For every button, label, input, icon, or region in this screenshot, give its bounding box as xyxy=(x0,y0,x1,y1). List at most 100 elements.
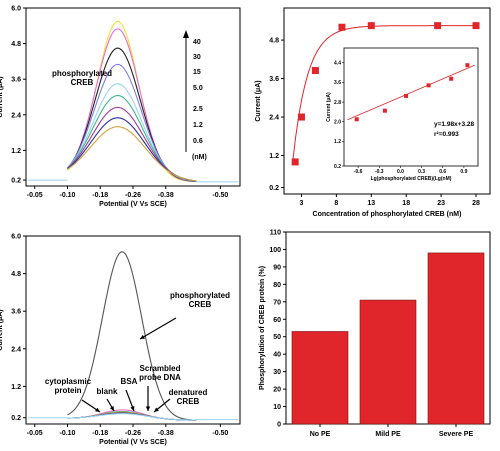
inset-x-tick-label-line: 0.0 xyxy=(397,169,404,175)
x-axis-tick-label: -0.10 xyxy=(60,430,76,437)
inset-x-tick-label-line: 0.6 xyxy=(439,169,446,175)
concentration-label: 30 xyxy=(193,54,201,61)
arrow-head-icon xyxy=(140,334,145,339)
y-axis-tick-label: 4.8 xyxy=(269,38,279,45)
y-axis-tick-label: 2.4 xyxy=(269,115,279,122)
series-label: denatured CREB xyxy=(169,388,208,406)
inset-y-tick-label: 1.2 xyxy=(334,139,341,145)
y-axis-tick-label: 4.8 xyxy=(11,41,21,48)
concentration-label: 0.6 xyxy=(193,138,203,145)
y-axis-title-line: Current (μA) xyxy=(0,309,4,350)
concentration-label: 5.0 xyxy=(193,85,203,92)
x-axis-tick-label: -0.38 xyxy=(158,192,174,199)
y-axis-title-line: Current (μA) xyxy=(0,76,4,117)
y-axis-tick-label: 0.2 xyxy=(11,178,21,185)
x-axis-title-line: Potential (V Vs SCE) xyxy=(99,201,167,208)
y-axis-tick-label: 4.8 xyxy=(11,271,21,278)
inset-equation: y=1.98x+3.28 xyxy=(434,121,475,128)
y-axis-tick-label: 0 xyxy=(277,422,281,429)
y-axis-tick-label: 40 xyxy=(273,352,281,359)
y-axis-title: Current (μA) xyxy=(0,309,4,350)
inset-x-tick-label-line: -0.6 xyxy=(354,169,363,175)
inset-fit-line xyxy=(347,64,475,121)
concentration-label-line: 30 xyxy=(193,54,201,61)
series-label: phosphorylated CREB xyxy=(170,291,230,309)
x-axis-tick-label: 28 xyxy=(472,200,480,207)
x-axis-tick-label-line: -0.50 xyxy=(212,430,228,437)
x-axis-tick-label-line: -0.10 xyxy=(60,430,76,437)
y-axis-tick-label: 6.0 xyxy=(11,234,21,241)
category-label-line: No PE xyxy=(310,431,331,438)
series-line xyxy=(67,251,197,421)
inset-equation-line: y=1.98x+3.28 xyxy=(434,121,475,128)
y-axis-tick-label-line: 6.0 xyxy=(11,234,21,241)
y-axis-tick-label-line: 1.2 xyxy=(11,384,21,391)
inset-data-point xyxy=(382,108,387,113)
data-point xyxy=(434,22,442,30)
y-axis-tick-label: 6.0 xyxy=(11,6,21,13)
y-axis-title: Phosphorylation of CREB protein (%) xyxy=(259,266,266,390)
inset-y-tick-label: 2.0 xyxy=(334,120,341,126)
bar xyxy=(359,299,417,425)
y-axis-tick-label: 70 xyxy=(273,299,281,306)
x-axis-tick-label-line: 23 xyxy=(437,200,445,207)
y-axis-tick-label-line: 1.2 xyxy=(269,153,279,160)
inset-data-point xyxy=(426,83,431,88)
x-axis-tick-label: -0.18 xyxy=(92,430,108,437)
y-axis-tick-label-line: 4.8 xyxy=(11,41,21,48)
y-axis-tick-label-line: 4.8 xyxy=(269,38,279,45)
x-axis-title: Concentration of phosphorylated CREB (nM… xyxy=(313,211,462,218)
x-axis-tick-label: -0.10 xyxy=(60,192,76,199)
category-label: No PE xyxy=(310,431,331,438)
inset-r-squared: r²=0.993 xyxy=(434,131,459,138)
y-axis-tick-label-line: 10 xyxy=(273,404,281,411)
panel-d: 0 10 20 30 40 50 60 70 80 90 100 110 No PE Mild PE Sev… xyxy=(259,230,491,438)
panel-c: -0.05 -0.10 -0.18 -0.26 -0.38 -0.50 0.2 1.2 2.4 3… xyxy=(0,234,241,446)
inset-y-tick-label-line: 0.2 xyxy=(334,164,341,170)
inset-x-tick-label: 0.9 xyxy=(460,169,467,175)
y-axis-tick-label-line: 2.4 xyxy=(269,115,279,122)
inset-x-tick-label: 0.0 xyxy=(397,169,404,175)
inset-data-point xyxy=(354,117,359,122)
inset-y-axis-title-line: Current (μA) xyxy=(326,92,332,122)
concentration-label-line: 5.0 xyxy=(193,85,203,92)
y-axis-tick-label-line: 0.2 xyxy=(269,185,279,192)
bar xyxy=(427,252,485,425)
x-axis-tick-label-line: -0.18 xyxy=(92,430,108,437)
y-axis-tick-label: 3.6 xyxy=(11,309,21,316)
x-axis-tick-label-line: -0.18 xyxy=(92,192,108,199)
x-axis-tick-label-line: -0.50 xyxy=(212,192,228,199)
data-point xyxy=(338,23,346,31)
y-axis-tick-label-line: 3.6 xyxy=(11,309,21,316)
y-axis-tick-label: 30 xyxy=(273,369,281,376)
x-axis-tick-label: 23 xyxy=(437,200,445,207)
inset-x-axis-title: Lg(phosphorylated CREB)(Lg(nM) xyxy=(371,176,452,182)
concentration-label-line: 40 xyxy=(193,39,201,46)
x-axis-tick-label: 8 xyxy=(334,200,338,207)
y-axis-tick-label-line: 20 xyxy=(273,387,281,394)
y-axis-tick-label: 1.2 xyxy=(11,148,21,155)
x-axis-tick-label: 3 xyxy=(300,200,304,207)
x-axis-tick-label-line: -0.05 xyxy=(27,430,43,437)
y-axis-tick-label: 2.4 xyxy=(11,112,21,119)
series-label: Scrambled probe DNA xyxy=(139,364,181,382)
series-label-line: CREB xyxy=(189,300,212,309)
inset-y-tick-label: 4.4 xyxy=(334,61,341,67)
inset-frame xyxy=(343,47,479,167)
series-label: cytoplasmic protein xyxy=(45,377,92,395)
y-axis-tick-label-line: 70 xyxy=(273,299,281,306)
category-label: Mild PE xyxy=(375,431,401,438)
y-axis-tick-label: 50 xyxy=(273,334,281,341)
concentration-label-line: 15 xyxy=(193,69,201,76)
series-line xyxy=(67,413,197,421)
x-axis-tick-label: 13 xyxy=(367,200,375,207)
y-axis-tick-label-line: 30 xyxy=(273,369,281,376)
concentration-label: 40 xyxy=(193,39,201,46)
inset-y-tick-label-line: 2.8 xyxy=(334,100,341,106)
y-axis-tick-label: 60 xyxy=(273,317,281,324)
series-label-line: Scrambled xyxy=(140,364,181,373)
inset-y-tick-label-line: 4.4 xyxy=(334,61,341,67)
y-axis-tick-label-line: 50 xyxy=(273,334,281,341)
y-axis-tick-label-line: 80 xyxy=(273,282,281,289)
